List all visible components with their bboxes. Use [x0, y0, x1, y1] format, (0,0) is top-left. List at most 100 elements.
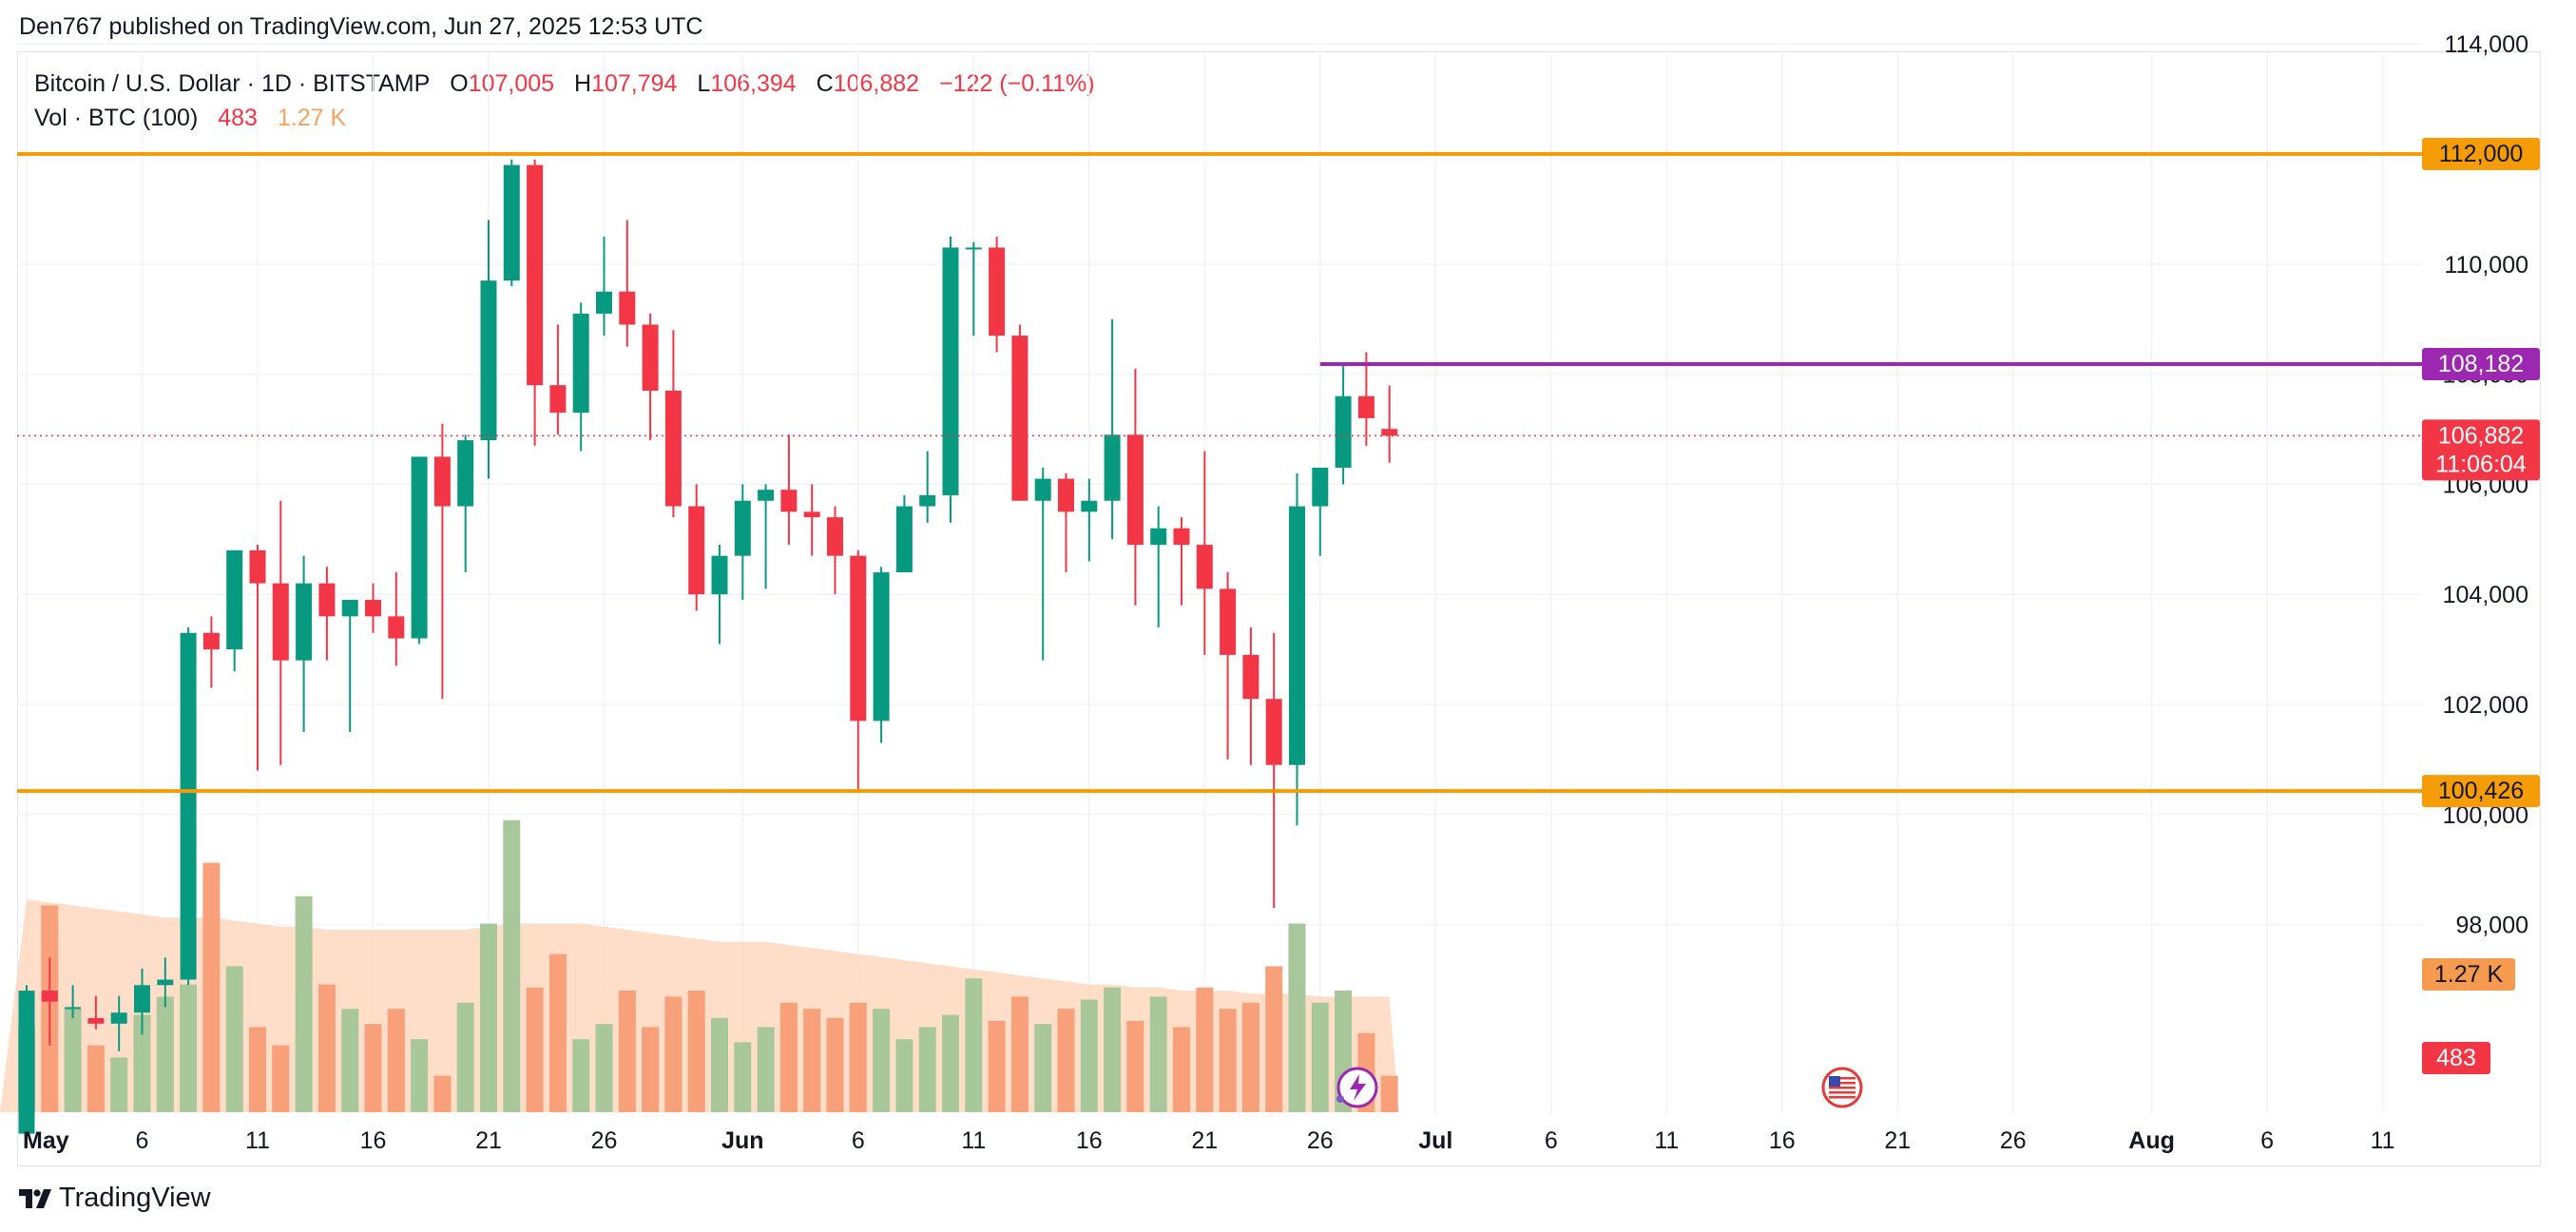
candle-body	[527, 164, 544, 386]
volume-bar	[433, 1075, 452, 1112]
volume-bar	[1173, 1027, 1190, 1112]
candle-body	[388, 616, 405, 639]
volume-bar	[1196, 987, 1214, 1112]
x-tick-label: May	[23, 1127, 69, 1154]
x-tick-label: 21	[475, 1127, 502, 1154]
price-line-label-bg	[2422, 775, 2540, 808]
candle-body	[1173, 528, 1190, 546]
price-line-label: 112,000	[2422, 138, 2540, 170]
volume-bar	[895, 1039, 913, 1112]
volume-bars	[18, 819, 1398, 1112]
volume-bar	[87, 1045, 105, 1112]
volume-value: 483	[218, 105, 258, 131]
volume-bar	[1149, 996, 1167, 1112]
flag-stripe	[1829, 1082, 1855, 1085]
x-tick-label: 16	[1769, 1127, 1796, 1154]
candle-body	[134, 985, 150, 1013]
volume-bar	[526, 987, 544, 1112]
candle-body	[1289, 506, 1305, 765]
y-tick-label: 98,000	[2456, 913, 2528, 939]
x-tick-label: 11	[2371, 1127, 2395, 1154]
candles	[18, 159, 1398, 1145]
volume-bar	[64, 1009, 82, 1112]
volume-bar	[779, 1002, 798, 1112]
volume-ma-axis-label: 1.27 K	[2422, 958, 2515, 991]
volume-bar	[272, 1045, 290, 1112]
volume-bar	[1380, 1075, 1398, 1112]
volume-bar	[341, 1009, 359, 1112]
candle-body	[1220, 588, 1237, 655]
last-price-label-text: 106,882	[2438, 422, 2524, 449]
flag-canton	[1829, 1076, 1840, 1087]
x-tick-label: 11	[1654, 1127, 1679, 1154]
candle-body	[989, 247, 1006, 337]
x-tick-label: Aug	[2128, 1127, 2175, 1154]
volume-ma-axis-label-bg	[2422, 958, 2515, 991]
y-tick-label: 102,000	[2443, 692, 2528, 719]
volume-bar	[317, 984, 336, 1112]
volume-bar	[295, 895, 313, 1112]
x-tick-label: 6	[852, 1127, 865, 1154]
candle-body	[318, 583, 336, 617]
volume-title[interactable]: Vol · BTC (100)	[34, 105, 199, 131]
candle-body	[411, 456, 428, 639]
candle-body	[503, 164, 520, 281]
volume-bar	[411, 1039, 429, 1112]
candle-body	[688, 506, 705, 595]
volume-bar	[456, 1002, 474, 1112]
candle-body	[780, 490, 798, 512]
y-tick-label: 104,000	[2443, 582, 2528, 608]
volume-bar	[803, 1009, 821, 1112]
candle-body	[41, 991, 58, 1002]
last-price-label-bg	[2422, 419, 2540, 481]
candle-body	[110, 1012, 127, 1024]
candle-body	[1312, 468, 1329, 507]
volume-bar	[249, 1027, 266, 1112]
candle-body	[1357, 395, 1375, 418]
candle-body	[226, 549, 243, 650]
lightning-icon	[1350, 1074, 1366, 1101]
last-price-label-text: 11:06:04	[2435, 451, 2527, 477]
candle-body	[549, 385, 567, 414]
x-tick-label: 11	[245, 1127, 270, 1154]
symbol-title[interactable]: Bitcoin / U.S. Dollar · 1D · BITSTAMP	[34, 70, 431, 97]
volume-bar	[942, 1014, 959, 1112]
flag-stripe	[1829, 1091, 1855, 1094]
volume-bar	[133, 1014, 151, 1112]
chart-legend: Bitcoin / U.S. Dollar · 1D · BITSTAMP O 1…	[34, 67, 1095, 135]
price-line-label: 108,182	[2422, 348, 2540, 381]
candle-body	[341, 599, 358, 617]
candle-body	[942, 247, 959, 495]
volume-bar	[757, 1027, 775, 1112]
publish-line: Den767 published on TradingView.com, Jun…	[19, 13, 703, 40]
grid-lines	[17, 43, 2422, 1114]
candle-body	[18, 991, 35, 1134]
candle-body	[433, 456, 451, 507]
volume-bar	[1057, 1009, 1075, 1112]
volume-bar	[156, 996, 174, 1112]
news-event-icon	[1336, 1067, 1378, 1108]
candle-body	[180, 632, 197, 980]
volume-bar	[1104, 987, 1122, 1112]
us-flag-event-icon	[1821, 1067, 1863, 1108]
x-tick-label: Jun	[721, 1127, 763, 1154]
volume-bar	[572, 1039, 590, 1112]
volume-bar	[1288, 923, 1306, 1112]
x-tick-label: 6	[2260, 1127, 2274, 1154]
candle-body	[457, 440, 474, 507]
volume-bar	[642, 1027, 660, 1112]
volume-bar	[826, 1017, 844, 1112]
chart-pane[interactable]	[17, 51, 2541, 1166]
volume-bar	[1034, 1024, 1052, 1112]
high-value: 107,794	[591, 70, 678, 97]
volume-bar	[548, 953, 567, 1112]
tradingview-brand[interactable]: TradingView	[19, 1183, 211, 1214]
volume-axis-label-text: 483	[2436, 1045, 2476, 1071]
volume-axis-label: 483	[2422, 1042, 2490, 1074]
candle-body	[711, 555, 728, 595]
open-label: O	[450, 70, 469, 97]
x-tick-label: 6	[1545, 1127, 1558, 1154]
price-change: −122 (−0.11%)	[939, 70, 1095, 97]
candle-body	[664, 390, 682, 507]
